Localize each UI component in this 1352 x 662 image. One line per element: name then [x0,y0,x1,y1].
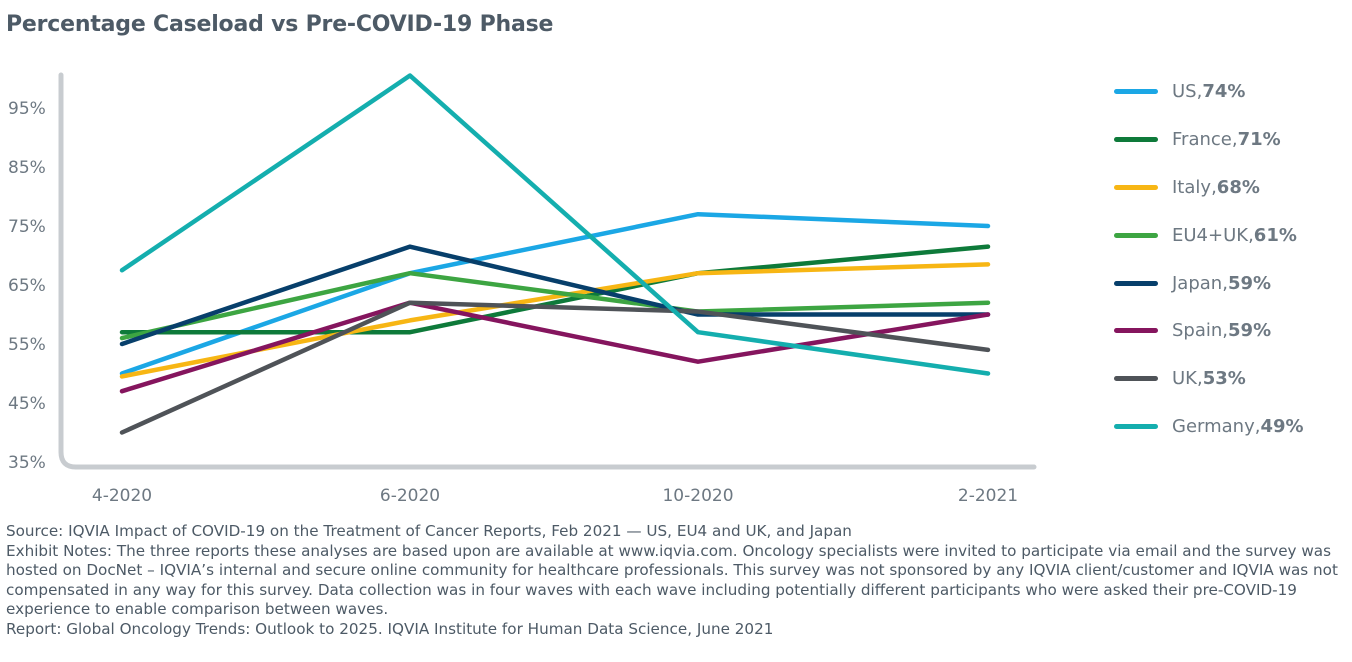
chart-axes [58,72,1037,470]
legend-item: France, 71% [1114,116,1304,164]
line-chart: 35% 45% 55% 65% 75% 85% 95% 4-2020 6-2020 10-202… [8,72,1037,506]
legend-separator: , [1211,176,1217,198]
legend-separator: , [1196,368,1203,390]
legend-separator: , [1231,129,1238,151]
legend-separator: , [1248,224,1254,246]
legend-item: UK, 53% [1114,355,1304,403]
legend-swatch [1114,423,1158,429]
legend-series-value: 74% [1202,81,1246,103]
legend-swatch [1114,328,1158,334]
legend-item: US, 74% [1114,68,1304,116]
legend-series-value: 71% [1237,129,1281,151]
legend-series-name: EU4+UK [1172,224,1249,246]
legend-series-value: 68% [1216,176,1260,198]
legend-series-value: 53% [1202,368,1246,390]
legend-swatch [1114,89,1158,95]
legend-series-name: Germany [1172,415,1255,437]
legend-item: EU4+UK, 61% [1114,211,1304,259]
x-axis-ticks: 4-2020 6-2020 10-2020 2-2021 [92,486,1018,506]
legend-separator: , [1196,81,1203,103]
source-note: Source: IQVIA Impact of COVID-19 on the … [6,522,852,540]
series-line-us [119,211,991,376]
legend-series-value: 59% [1227,272,1272,294]
legend-item: Spain, 59% [1114,307,1304,355]
legend-item: Germany, 49% [1114,403,1304,451]
y-tick-label: 35% [8,453,46,473]
legend-separator: , [1222,272,1228,294]
series-line-spain [119,300,991,394]
legend-series-name: France [1172,129,1232,151]
legend-series-name: US [1172,81,1197,103]
series-line-eu4-uk [119,270,991,341]
y-axis-ticks: 35% 45% 55% 65% 75% 85% 95% [8,99,46,473]
x-tick-label: 10-2020 [662,486,733,506]
x-tick-label: 4-2020 [92,486,152,506]
series-line-japan [119,244,991,347]
x-tick-label: 2-2021 [958,486,1018,506]
legend: US, 74% France, 71% Italy, 68% EU4+UK, 61% J… [1114,68,1304,450]
series-lines [119,73,991,435]
series-line-uk [119,300,991,435]
legend-swatch [1114,280,1158,286]
series-line-france [119,244,991,335]
report-note: Report: Global Oncology Trends: Outlook … [6,619,774,638]
legend-series-name: Italy [1172,176,1212,198]
legend-swatch [1114,232,1158,238]
footnotes: Source: IQVIA Impact of COVID-19 on the … [6,522,1346,640]
legend-series-value: 49% [1260,415,1304,437]
legend-item: Italy, 68% [1114,164,1304,212]
chart-title: Percentage Caseload vs Pre-COVID-19 Phas… [6,12,554,37]
y-tick-label: 45% [8,394,46,414]
y-tick-label: 65% [8,276,46,296]
legend-series-value: 59% [1228,320,1272,342]
legend-separator: , [1222,320,1229,342]
exhibit-notes: Exhibit Notes: The three reports these a… [6,541,1338,619]
legend-series-name: UK [1172,368,1197,390]
legend-swatch [1114,184,1158,190]
legend-series-name: Japan [1172,272,1223,294]
x-tick-label: 6-2020 [380,486,440,506]
legend-series-value: 61% [1253,224,1297,246]
legend-swatch [1114,137,1158,143]
y-tick-label: 55% [8,335,46,355]
legend-separator: , [1254,415,1261,437]
legend-item: Japan, 59% [1114,259,1304,307]
y-tick-label: 95% [8,99,46,119]
y-tick-label: 75% [8,217,46,237]
legend-series-name: Spain [1172,320,1223,342]
legend-swatch [1114,376,1158,382]
series-line-germany [119,73,991,376]
y-tick-label: 85% [8,158,46,178]
